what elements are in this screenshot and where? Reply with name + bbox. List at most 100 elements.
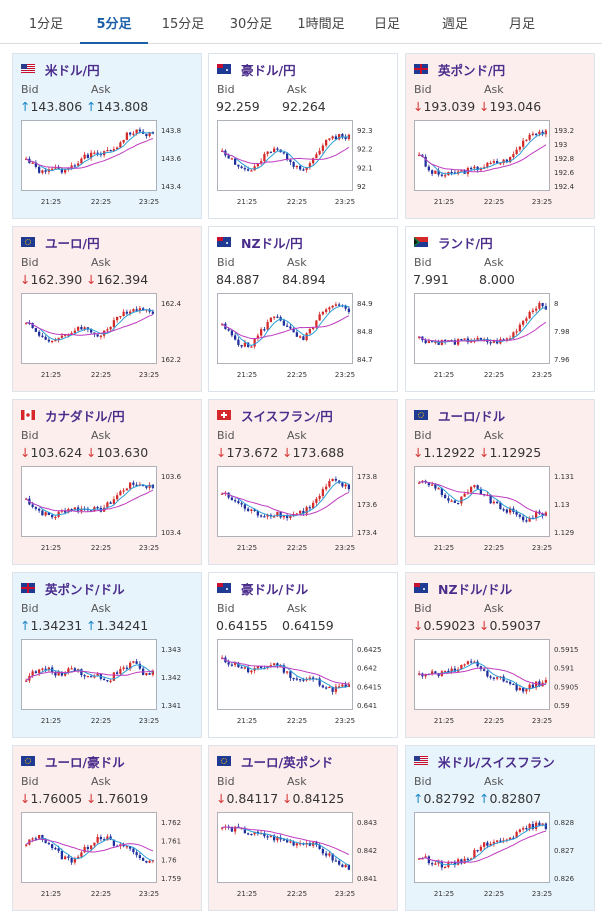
- candle-body: [70, 165, 73, 169]
- bid-label: Bid: [217, 256, 235, 269]
- candle-body: [38, 331, 41, 336]
- candle-body: [93, 842, 96, 846]
- candle-body: [427, 856, 431, 864]
- candle-body: [318, 844, 321, 849]
- candle-body: [427, 341, 431, 343]
- pair-name[interactable]: ユーロ/ドル: [438, 409, 506, 424]
- rate-card[interactable]: 豪ドル/円 Bid Ask 92.259 92.264 92.3 92.2 92.1 92 21:…: [208, 53, 398, 219]
- pair-name[interactable]: 英ポンド/円: [438, 63, 506, 78]
- pair-name[interactable]: 米ドル/スイスフラン: [438, 755, 555, 770]
- rate-card[interactable]: ユーロ/豪ドル Bid Ask ↓1.76005 ↓1.76019 1.762 1.761 1…: [12, 745, 202, 911]
- rate-card[interactable]: カナダドル/円 Bid Ask ↓103.624 ↓103.630 103.6 103.4 2…: [12, 399, 202, 565]
- candle-body: [470, 341, 473, 343]
- candle-body: [253, 509, 256, 511]
- pair-name[interactable]: 米ドル/円: [45, 63, 100, 78]
- tab-1hour[interactable]: 1時間足: [297, 17, 345, 32]
- y-tick-label: 162.2: [161, 356, 181, 364]
- tab-daily[interactable]: 日足: [373, 17, 400, 32]
- candle-body: [237, 501, 240, 504]
- candle-body: [38, 508, 41, 511]
- rate-card[interactable]: 米ドル/スイスフラン Bid Ask ↑0.82792 ↑0.82807 0.828 0.8…: [405, 745, 595, 911]
- ma-short-line: [418, 481, 547, 520]
- rate-card[interactable]: スイスフラン/円 Bid Ask ↓173.672 ↓173.688 173.8 173.6…: [208, 399, 398, 565]
- candle-body: [80, 669, 83, 676]
- ask-value: ↑1.34241: [86, 618, 149, 633]
- rate-card[interactable]: 英ポンド/ドル Bid Ask ↑1.34231 ↑1.34241 1.343 1.342 1…: [12, 572, 202, 738]
- candle-body: [119, 316, 122, 318]
- x-tick-label: 21:25: [434, 371, 454, 379]
- candle-body: [305, 333, 308, 341]
- candle-body: [286, 515, 289, 519]
- price-chart: 193.2 193 192.8 192.6 192.4 21:25 22:25 23:25: [414, 120, 575, 206]
- pair-name[interactable]: 豪ドル/円: [241, 63, 296, 78]
- pair-name[interactable]: 豪ドル/ドル: [241, 582, 309, 597]
- candle-body: [331, 478, 334, 482]
- rate-card[interactable]: 英ポンド/円 Bid Ask ↓193.039 ↓193.046 193.2 193 192.…: [405, 53, 595, 219]
- candle-body: [54, 672, 57, 676]
- tab-15min[interactable]: 15分足: [161, 17, 205, 32]
- candle-body: [112, 839, 116, 846]
- pair-name[interactable]: ユーロ/豪ドル: [45, 755, 125, 770]
- candle-body: [256, 335, 260, 339]
- bid-label: Bid: [217, 602, 235, 615]
- pair-name[interactable]: スイスフラン/円: [241, 409, 333, 424]
- candle-body: [434, 671, 437, 674]
- candle-body: [73, 858, 77, 863]
- tab-5min[interactable]: 5分足: [80, 0, 148, 44]
- tab-1min[interactable]: 1分足: [28, 17, 64, 32]
- au-us-flag: [217, 583, 231, 593]
- candle-body: [64, 334, 67, 336]
- pair-name[interactable]: ユーロ/英ポンド: [241, 755, 334, 770]
- ask-label: Ask: [484, 256, 504, 269]
- y-tick-label: 193: [554, 141, 567, 149]
- tab-weekly[interactable]: 週足: [441, 17, 468, 32]
- candle-body: [44, 839, 47, 844]
- rate-card[interactable]: NZドル/ドル Bid Ask ↓0.59023 ↓0.59037 0.5915 0.591…: [405, 572, 595, 738]
- candle-body: [135, 129, 138, 134]
- pair-name[interactable]: ランド/円: [438, 236, 493, 251]
- x-tick-label: 23:25: [335, 717, 355, 725]
- candle-body: [83, 675, 86, 677]
- candle-body: [325, 853, 328, 856]
- rate-card[interactable]: NZドル/円 Bid Ask 84.887 84.894 84.9 84.8 84.7 21:2…: [208, 226, 398, 392]
- rate-card[interactable]: ユーロ/円 Bid Ask ↓162.390 ↓162.394 162.4 162.2 21:…: [12, 226, 202, 392]
- candle-body: [31, 838, 34, 840]
- candle-body: [518, 829, 522, 832]
- arrow-down-icon: ↓: [216, 445, 227, 460]
- candle-body: [528, 517, 531, 522]
- ask-label: Ask: [484, 602, 504, 615]
- pair-name[interactable]: ユーロ/円: [45, 236, 100, 251]
- za-flag: [414, 237, 428, 247]
- nz-us-flag: [414, 583, 428, 593]
- y-tick-label: 8: [554, 300, 558, 308]
- candle-body: [328, 853, 331, 856]
- candle-body: [90, 152, 93, 158]
- rate-card[interactable]: 米ドル/円 Bid Ask ↑143.806 ↑143.808 143.8 143.6 143…: [12, 53, 202, 219]
- x-tick-label: 21:25: [434, 544, 454, 552]
- rate-card[interactable]: 豪ドル/ドル Bid Ask 0.64155 0.64159 0.6425 0.642 0.6…: [208, 572, 398, 738]
- y-tick-label: 0.841: [357, 875, 377, 883]
- pair-name[interactable]: NZドル/ドル: [438, 582, 513, 597]
- candle-body: [535, 133, 538, 135]
- candle-body: [505, 159, 509, 163]
- rate-card[interactable]: ランド/円 Bid Ask 7.991 8.000 8 7.98 7.96 21:25 22:25…: [405, 226, 595, 392]
- candle-body: [106, 836, 109, 841]
- candle-body: [77, 163, 80, 166]
- candle-body: [260, 515, 263, 517]
- ask-label: Ask: [484, 775, 504, 788]
- y-tick-label: 103.4: [161, 529, 182, 537]
- candle-body: [473, 485, 476, 488]
- tab-30min[interactable]: 30分足: [229, 17, 273, 32]
- pair-name[interactable]: NZドル/円: [241, 236, 303, 251]
- tab-monthly[interactable]: 月足: [508, 17, 535, 32]
- rate-card[interactable]: ユーロ/英ポンド Bid Ask ↓0.84117 ↓0.84125 0.843 0.842…: [208, 745, 398, 911]
- rate-card[interactable]: ユーロ/ドル Bid Ask ↓1.12922 ↓1.12925 1.131 1.13 1.1…: [405, 399, 595, 565]
- candle-body: [535, 681, 538, 688]
- candle-body: [453, 172, 457, 174]
- candle-body: [528, 312, 531, 319]
- pair-name[interactable]: 英ポンド/ドル: [45, 582, 125, 597]
- candle-body: [256, 666, 260, 669]
- candle-body: [243, 504, 247, 509]
- pair-name[interactable]: カナダドル/円: [45, 409, 125, 424]
- x-tick-label: 22:25: [484, 890, 504, 898]
